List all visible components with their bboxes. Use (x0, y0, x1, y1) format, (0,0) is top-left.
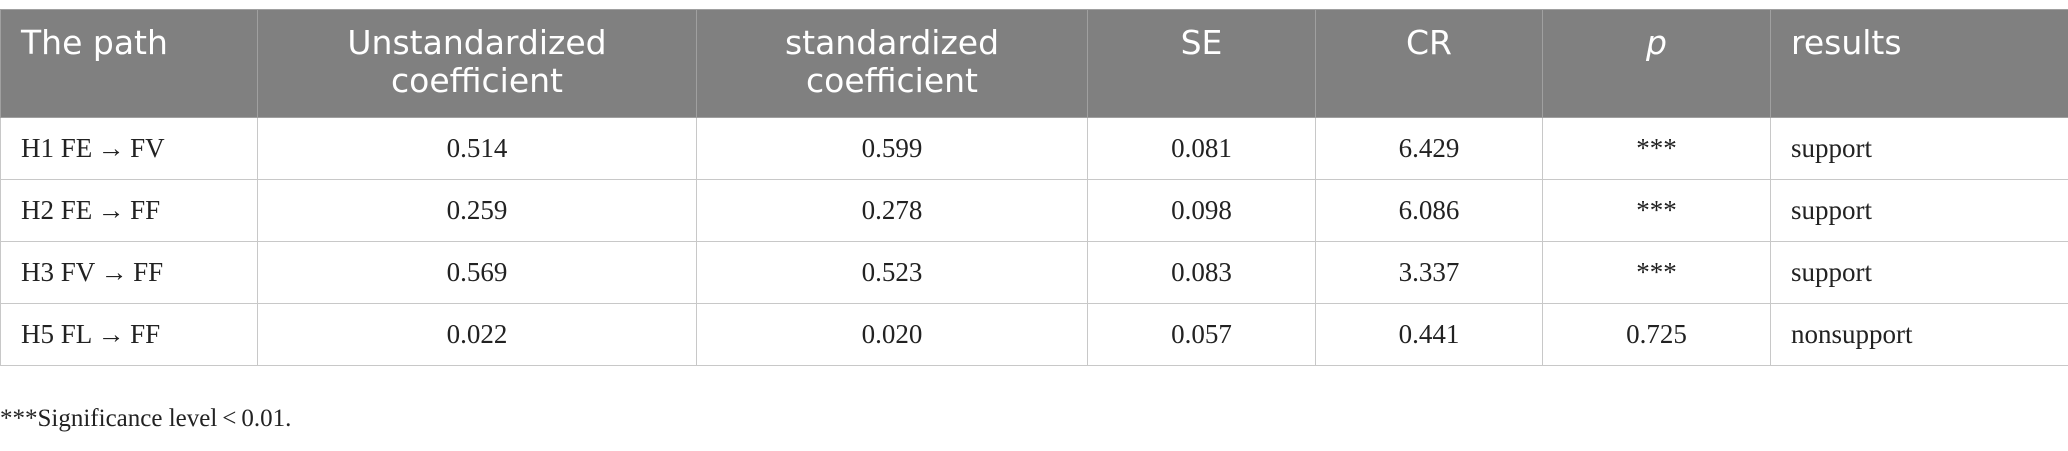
table-cell: 0.057 (1087, 303, 1316, 366)
table: The path Unstandardized coefficient standa… (0, 9, 2068, 366)
table-cell: *** (1542, 117, 1771, 180)
table-cell: H1 FE → FV (0, 117, 258, 180)
header-text: Unstandardized coefficient (347, 23, 607, 100)
table-cell: support (1770, 179, 2068, 242)
header-text: SE (1180, 23, 1223, 62)
table-row: H5 FL → FF 0.022 0.020 0.057 0.441 0.725 nonsu… (0, 303, 2068, 366)
header-text: results (1791, 23, 1902, 62)
table-cell: 0.083 (1087, 241, 1316, 304)
table-cell: support (1770, 117, 2068, 180)
header-cell: p (1542, 9, 1771, 118)
table-cell: 6.429 (1315, 117, 1543, 180)
footnote: ***Significance level < 0.01. (0, 405, 292, 432)
table-cell: *** (1542, 241, 1771, 304)
table-cell: 0.259 (257, 179, 697, 242)
table-row: H3 FV → FF 0.569 0.523 0.083 3.337 *** support (0, 241, 2068, 304)
header-cell: results (1770, 9, 2068, 118)
header-cell: standardized coefficient (696, 9, 1088, 118)
table-cell: 0.098 (1087, 179, 1316, 242)
table-cell: 0.599 (696, 117, 1088, 180)
header-text: CR (1406, 23, 1452, 62)
table-cell: 0.022 (257, 303, 697, 366)
table-cell: 0.081 (1087, 117, 1316, 180)
table-cell: H3 FV → FF (0, 241, 258, 304)
table-cell: H2 FE → FF (0, 179, 258, 242)
table-cell: 3.337 (1315, 241, 1543, 304)
table-body: H1 FE → FV 0.514 0.599 0.081 6.429 *** support… (0, 117, 2068, 366)
table-cell: 0.523 (696, 241, 1088, 304)
header-cell: CR (1315, 9, 1543, 118)
table-cell: 6.086 (1315, 179, 1543, 242)
table-cell: support (1770, 241, 2068, 304)
header-text: standardized coefficient (784, 23, 1000, 100)
table-cell: 0.020 (696, 303, 1088, 366)
table-cell: 0.278 (696, 179, 1088, 242)
header-cell: SE (1087, 9, 1316, 118)
table-cell: nonsupport (1770, 303, 2068, 366)
table-cell: H5 FL → FF (0, 303, 258, 366)
table-wrap: The path Unstandardized coefficient standa… (0, 9, 2068, 366)
header-row: The path Unstandardized coefficient standa… (0, 9, 2068, 118)
table-row: H2 FE → FF 0.259 0.278 0.098 6.086 *** support (0, 179, 2068, 242)
table-cell: *** (1542, 179, 1771, 242)
table-cell: 0.441 (1315, 303, 1543, 366)
table-cell: 0.569 (257, 241, 697, 304)
table-cell: 0.514 (257, 117, 697, 180)
header-text: The path (21, 23, 168, 62)
header-cell: Unstandardized coefficient (257, 9, 697, 118)
header-cell: The path (0, 9, 258, 118)
header-text: p (1646, 23, 1667, 62)
table-row: H1 FE → FV 0.514 0.599 0.081 6.429 *** support (0, 117, 2068, 180)
table-cell: 0.725 (1542, 303, 1771, 366)
